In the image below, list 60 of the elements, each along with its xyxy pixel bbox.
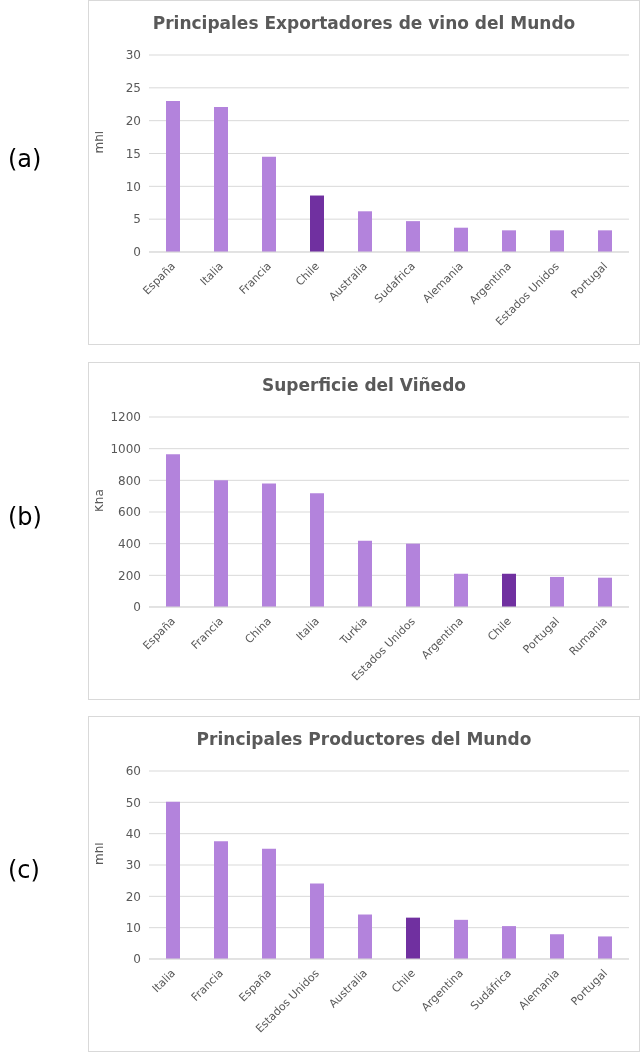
bar <box>262 156 276 252</box>
y-tick-label: 30 <box>125 858 141 873</box>
bar <box>262 848 276 959</box>
bar <box>454 227 468 252</box>
y-tick-label: 60 <box>125 764 141 779</box>
bar <box>214 841 228 959</box>
text: (a) <box>8 144 42 173</box>
y-tick-label: 50 <box>125 795 141 810</box>
y-tick-label: 800 <box>118 473 141 488</box>
y-tick-label: 10 <box>125 179 141 194</box>
y-tick-label: 1000 <box>110 441 141 456</box>
y-axis-title: mhl <box>92 130 107 154</box>
y-tick-label: 30 <box>125 48 141 63</box>
bar <box>310 493 324 607</box>
y-tick-label: 200 <box>118 568 141 583</box>
bar <box>598 230 612 252</box>
bar <box>262 483 276 607</box>
y-tick-label: 5 <box>133 212 141 227</box>
bar <box>550 934 564 959</box>
chart-title: Superficie del Viñedo <box>261 375 467 395</box>
bar <box>214 106 228 252</box>
y-tick-label: 25 <box>125 81 141 96</box>
y-tick-label: 400 <box>118 536 141 551</box>
bar <box>502 573 516 607</box>
bar <box>166 454 180 607</box>
y-tick-label: 20 <box>125 113 141 128</box>
chart-title: Principales Exportadores de vino del Mundo <box>151 13 577 33</box>
y-tick-label: 0 <box>133 600 141 615</box>
bar <box>166 801 180 959</box>
bar <box>406 543 420 607</box>
bar <box>454 573 468 607</box>
y-tick-label: 0 <box>133 952 141 967</box>
y-tick-label: 20 <box>125 889 141 904</box>
bar <box>166 100 180 252</box>
bar <box>358 211 372 252</box>
bar <box>406 917 420 959</box>
bar <box>310 195 324 252</box>
bar <box>598 936 612 959</box>
bar <box>358 540 372 607</box>
bar <box>550 230 564 252</box>
text: (b) <box>8 503 42 531</box>
y-axis-title: Kha <box>92 489 107 512</box>
y-axis-title: mhl <box>92 842 107 865</box>
y-tick-label: 1200 <box>110 410 141 425</box>
y-tick-label: 15 <box>125 146 141 161</box>
y-tick-label: 40 <box>125 826 141 841</box>
bar <box>454 919 468 959</box>
y-tick-label: 0 <box>133 245 141 260</box>
bar <box>310 883 324 959</box>
text: (c) <box>8 856 40 884</box>
chart-title: Principales Productores del Mundo <box>195 729 533 749</box>
bar <box>214 480 228 607</box>
bar <box>598 577 612 607</box>
y-tick-label: 10 <box>125 920 141 935</box>
bar <box>502 926 516 959</box>
bar <box>406 221 420 252</box>
bar <box>550 576 564 607</box>
bar <box>502 230 516 252</box>
y-tick-label: 600 <box>118 505 141 520</box>
bar <box>358 914 372 959</box>
